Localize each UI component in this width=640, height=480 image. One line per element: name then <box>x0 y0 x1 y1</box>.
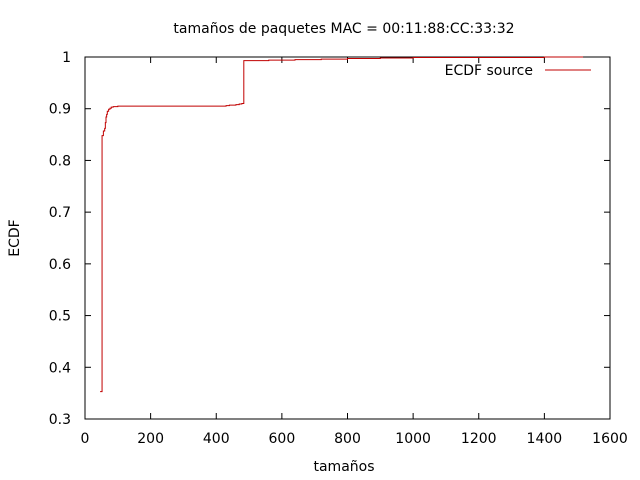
x-tick-label: 1200 <box>461 431 497 447</box>
x-tick-label: 1400 <box>527 431 563 447</box>
legend: ECDF source <box>445 63 591 79</box>
y-tick-label: 1 <box>62 50 71 66</box>
x-tick-label: 200 <box>137 431 164 447</box>
x-tick-label: 0 <box>81 431 90 447</box>
y-axis: 0.3 0.4 0.5 0.6 0.7 0.8 0.9 1 <box>49 50 610 428</box>
y-tick-label: 0.5 <box>49 309 71 325</box>
x-tick-label: 800 <box>334 431 361 447</box>
x-tick-label: 1000 <box>395 431 431 447</box>
y-tick-label: 0.8 <box>49 153 71 169</box>
x-axis-label: tamaños <box>313 459 374 475</box>
y-tick-label: 0.6 <box>49 257 71 273</box>
y-axis-label: ECDF <box>7 219 23 256</box>
x-axis: 0 200 400 600 800 1000 1200 1400 1600 <box>81 57 628 447</box>
series-layer <box>100 56 584 393</box>
y-tick-label: 0.4 <box>49 360 71 376</box>
y-tick-label: 0.3 <box>49 412 71 428</box>
x-tick-label: 600 <box>269 431 296 447</box>
plot-frame <box>84 56 611 420</box>
y-tick-label: 0.9 <box>49 102 71 118</box>
x-tick-label: 400 <box>203 431 230 447</box>
x-tick-label: 1600 <box>592 431 628 447</box>
legend-label: ECDF source <box>445 63 533 79</box>
ecdf-series-line <box>100 56 584 393</box>
chart-title: tamaños de paquetes MAC = 00:11:88:CC:33… <box>173 21 514 37</box>
y-tick-label: 0.7 <box>49 205 71 221</box>
